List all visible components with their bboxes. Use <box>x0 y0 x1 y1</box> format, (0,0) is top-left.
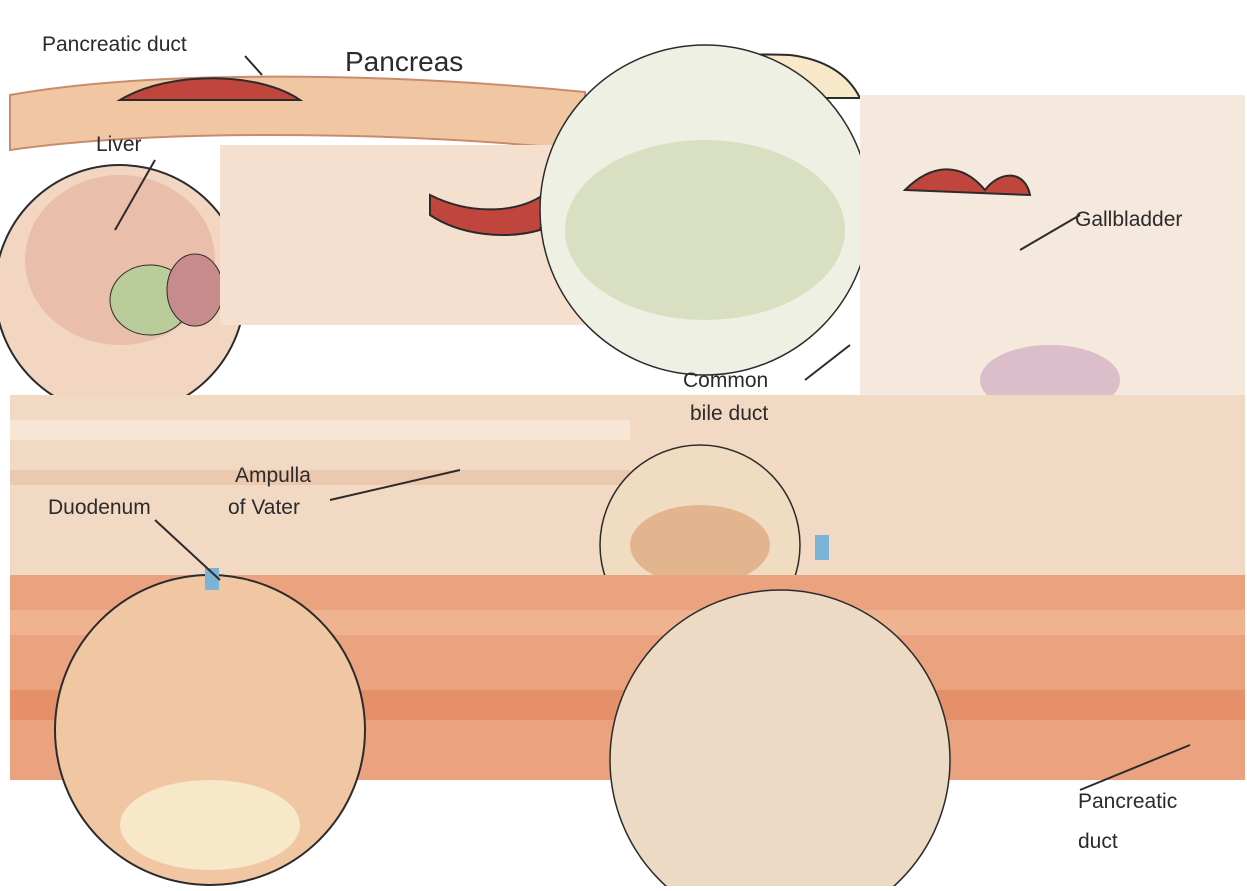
lower-stripe-1 <box>10 420 630 440</box>
duodenum-inner <box>630 505 770 585</box>
label-gallbladder: Gallbladder <box>1075 208 1183 231</box>
leader-ampulla <box>329 469 461 501</box>
bile-green-area <box>565 140 845 320</box>
label-common-bile-duct-line1: Common <box>683 369 769 392</box>
label-pancreatic-duct-top: Pancreatic duct <box>42 33 187 56</box>
label-common-bile-duct-line2: bile duct <box>690 402 769 425</box>
pancreatic-duct-red <box>116 77 304 101</box>
leader-pancreatic-duct <box>244 55 263 76</box>
right-red-structure <box>902 168 1032 197</box>
bottom-left-cream <box>120 780 300 870</box>
leader-gallbladder <box>1019 214 1081 251</box>
label-pancreatic-duct-bottom-line2: duct <box>1078 830 1118 853</box>
blue-duct-center <box>815 535 829 560</box>
liver-red-lobe <box>166 253 224 327</box>
label-pancreatic-duct-bottom-line1: Pancreatic <box>1078 790 1178 813</box>
leader-common-bile-duct <box>804 344 851 381</box>
label-ampulla-line1: Ampulla <box>235 464 311 487</box>
label-liver: Liver <box>96 133 142 156</box>
label-duodenum: Duodenum <box>48 496 151 519</box>
bottom-center-circle <box>609 589 951 891</box>
leader-bottom-duct <box>1079 744 1191 791</box>
blue-duct-left <box>205 568 219 590</box>
leader-duodenum <box>154 519 221 581</box>
label-pancreas: Pancreas <box>345 46 464 77</box>
label-ampulla-line2: of Vater <box>228 496 300 519</box>
leader-liver <box>114 159 156 231</box>
lower-stripe-2 <box>10 470 630 485</box>
